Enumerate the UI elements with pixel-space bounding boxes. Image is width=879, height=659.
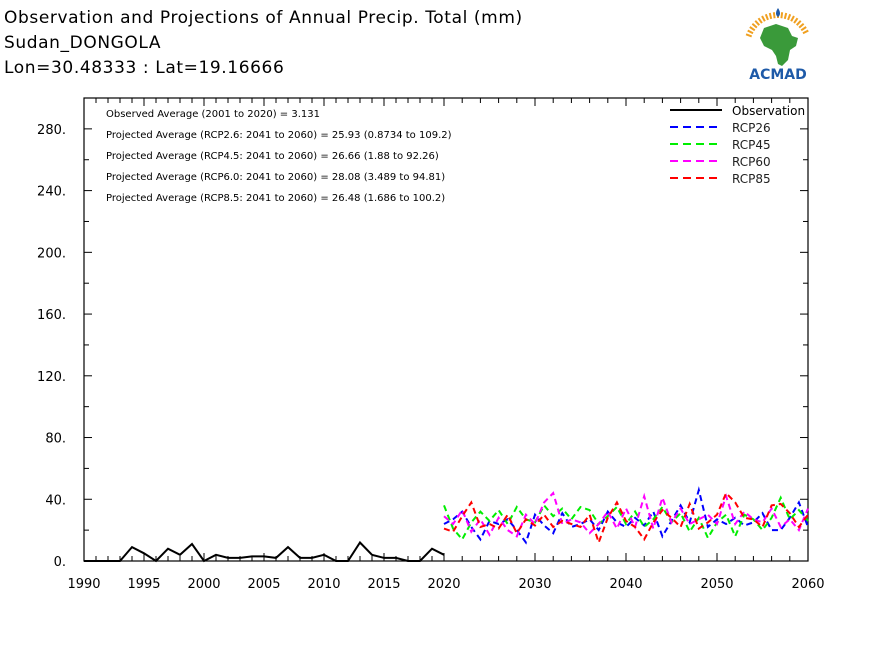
y-tick-label: 240. — [37, 185, 66, 200]
y-tick-label: 0. — [54, 555, 66, 570]
series-line-observation — [84, 540, 445, 563]
series-line-rcp60 — [443, 491, 809, 538]
sun-ray — [745, 33, 753, 38]
sun-ray — [757, 17, 763, 24]
x-tick-label: 2040 — [609, 577, 642, 592]
x-tick-label: 1995 — [127, 577, 160, 592]
legend-label: RCP26 — [732, 121, 771, 135]
legend: Observation RCP26 RCP45 RCP60 RCP85 — [670, 104, 805, 186]
x-tick-label: 2030 — [518, 577, 551, 592]
x-tick-label: 2015 — [367, 577, 400, 592]
y-tick-label: 160. — [37, 308, 66, 323]
x-tick-label: 1990 — [67, 577, 100, 592]
station-coordinates: Lon=30.48333 : Lat=19.16666 — [4, 58, 285, 78]
sun-ray — [783, 12, 788, 20]
sun-ray — [802, 29, 809, 35]
x-tick-label: 2010 — [307, 577, 340, 592]
annotation-text: Projected Average (RCP2.6: 2041 to 2060)… — [106, 130, 452, 141]
sun-ray — [747, 29, 754, 35]
sun-ray — [798, 22, 805, 29]
sun-ray — [793, 17, 799, 24]
annotation-layer: Observed Average (2001 to 2020) = 3.131 P… — [106, 109, 452, 204]
sun-ray — [761, 15, 766, 22]
annotation-text: Projected Average (RCP4.5: 2041 to 2060)… — [106, 151, 439, 162]
sun-ray — [751, 22, 758, 29]
axes-layer: 0. 40. 80. 120. 160. 200. 240. 280. 1990 1995 2000… — [37, 97, 825, 592]
sun-ray — [800, 26, 807, 32]
acmad-africa-logo-icon: ACMAD — [745, 8, 809, 83]
water-drop-icon — [776, 8, 780, 17]
legend-label: RCP60 — [732, 155, 771, 169]
y-tick-label: 200. — [37, 246, 66, 261]
series-line-rcp85 — [443, 491, 809, 546]
acmad-logo: ACMAD — [736, 6, 820, 84]
x-tick-label: 2050 — [700, 577, 733, 592]
sun-ray — [772, 12, 776, 19]
chart-title: Observation and Projections of Annual Pr… — [4, 8, 523, 28]
annotation-text: Observed Average (2001 to 2020) = 3.131 — [106, 109, 320, 120]
station-name: Sudan_DONGOLA — [4, 33, 162, 53]
sun-ray — [754, 20, 761, 26]
x-tick-label: 2000 — [187, 577, 220, 592]
sun-ray — [787, 13, 792, 21]
annotation-text: Projected Average (RCP8.5: 2041 to 2060)… — [106, 193, 445, 204]
series-layer — [84, 486, 809, 563]
annotation-text: Projected Average (RCP6.0: 2041 to 2060)… — [106, 172, 445, 183]
y-tick-label: 80. — [45, 432, 66, 447]
plot-frame — [83, 97, 809, 562]
sun-ray — [764, 13, 769, 21]
sun-ray — [768, 12, 773, 20]
legend-label: RCP85 — [732, 172, 771, 186]
y-tick-label: 280. — [37, 123, 66, 138]
sun-ray — [749, 26, 756, 32]
x-tick-label: 2060 — [791, 577, 824, 592]
y-tick-label: 40. — [45, 493, 66, 508]
legend-label: RCP45 — [732, 138, 771, 152]
africa-map-icon — [760, 24, 798, 66]
x-tick-label: 2020 — [427, 577, 460, 592]
logo-text: ACMAD — [749, 67, 807, 83]
sun-rays-icon — [745, 12, 809, 38]
y-tick-label: 120. — [37, 370, 66, 385]
legend-label: Observation — [732, 104, 805, 118]
sun-ray — [790, 15, 795, 22]
sun-ray — [780, 12, 784, 19]
x-tick-label: 2005 — [247, 577, 280, 592]
sun-ray — [795, 20, 802, 26]
